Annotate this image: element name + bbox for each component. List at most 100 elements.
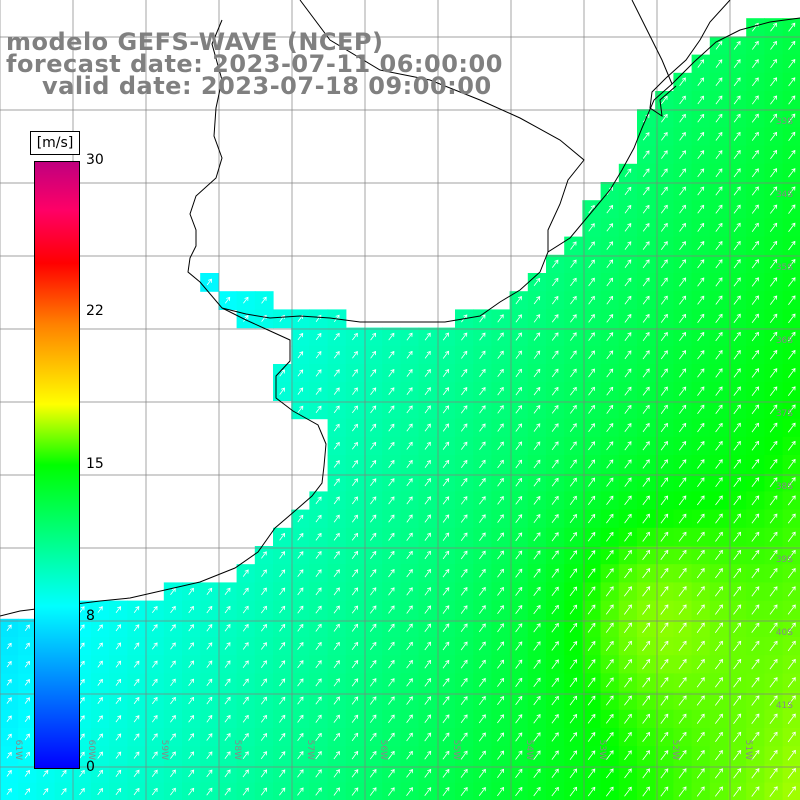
wind-speed-cell bbox=[655, 618, 674, 638]
wind-arrow bbox=[624, 186, 632, 196]
wind-speed-cell bbox=[527, 691, 547, 711]
wind-arrow bbox=[769, 259, 778, 269]
wind-arrow bbox=[442, 387, 450, 396]
wind-speed-cell bbox=[546, 655, 565, 674]
wind-arrow bbox=[733, 59, 741, 68]
wind-arrow bbox=[206, 787, 213, 796]
wind-arrow bbox=[442, 441, 450, 450]
wind-arrow bbox=[569, 750, 578, 760]
latitude-label: 41S bbox=[776, 701, 793, 711]
wind-arrow bbox=[551, 295, 559, 305]
wind-arrow bbox=[424, 714, 432, 724]
wind-arrow bbox=[461, 368, 468, 377]
wind-arrow bbox=[697, 150, 705, 159]
wind-speed-cell bbox=[418, 473, 438, 492]
wind-arrow bbox=[769, 695, 778, 706]
wind-arrow bbox=[605, 750, 614, 761]
wind-arrow bbox=[551, 514, 559, 524]
wind-arrow bbox=[569, 441, 577, 451]
wind-speed-cell bbox=[728, 54, 747, 74]
wind-arrow bbox=[115, 660, 122, 668]
wind-arrow bbox=[605, 640, 614, 652]
wind-speed-cell bbox=[764, 418, 784, 438]
wind-speed-cell bbox=[418, 436, 438, 456]
wind-speed-cell bbox=[418, 709, 438, 729]
wind-speed-cell bbox=[309, 491, 329, 511]
wind-arrow bbox=[751, 531, 760, 542]
wind-speed-cell bbox=[709, 327, 729, 347]
wind-arrow bbox=[42, 788, 49, 796]
wind-speed-cell bbox=[473, 655, 492, 674]
wind-speed-cell bbox=[400, 673, 420, 693]
wind-speed-cell bbox=[746, 691, 765, 711]
wind-arrow bbox=[605, 586, 614, 597]
wind-speed-cell bbox=[764, 600, 784, 620]
wind-speed-cell bbox=[582, 764, 602, 784]
wind-speed-cell bbox=[455, 345, 474, 365]
wind-arrow bbox=[315, 514, 322, 523]
wind-speed-cell bbox=[600, 200, 620, 219]
wind-arrow bbox=[188, 660, 195, 668]
wind-arrow bbox=[733, 640, 742, 652]
wind-speed-cell bbox=[527, 291, 547, 310]
wind-speed-cell bbox=[728, 145, 747, 165]
wind-speed-cell bbox=[509, 764, 529, 784]
wind-speed-cell bbox=[109, 618, 128, 638]
wind-speed-cell bbox=[673, 109, 693, 128]
wind-arrow bbox=[388, 350, 395, 359]
wind-speed-cell bbox=[218, 637, 238, 656]
wind-speed-cell bbox=[546, 746, 565, 765]
wind-speed-cell bbox=[436, 637, 456, 656]
wind-speed-cell bbox=[273, 691, 292, 711]
wind-speed-cell bbox=[418, 618, 438, 638]
wind-arrow bbox=[333, 696, 340, 705]
wind-arrow bbox=[133, 606, 140, 614]
wind-speed-cell bbox=[473, 728, 492, 747]
wind-speed-cell bbox=[291, 527, 310, 547]
wind-speed-cell bbox=[673, 618, 693, 638]
wind-arrow bbox=[714, 695, 723, 706]
wind-arrow bbox=[660, 441, 668, 451]
wind-speed-cell bbox=[746, 746, 765, 765]
wind-speed-cell bbox=[382, 637, 401, 656]
wind-arrow bbox=[479, 441, 486, 450]
wind-arrow bbox=[660, 622, 669, 634]
wind-speed-cell bbox=[546, 673, 565, 693]
wind-speed-cell bbox=[728, 182, 747, 201]
longitude-label: 57W bbox=[305, 740, 315, 760]
wind-arrow bbox=[551, 604, 559, 615]
wind-arrow bbox=[261, 587, 267, 596]
wind-arrow bbox=[788, 240, 796, 251]
wind-speed-cell bbox=[291, 309, 310, 329]
wind-speed-cell bbox=[582, 473, 602, 492]
wind-speed-cell bbox=[418, 382, 438, 401]
wind-arrow bbox=[605, 713, 614, 724]
wind-arrow bbox=[515, 786, 523, 797]
wind-arrow bbox=[679, 332, 687, 342]
wind-speed-cell bbox=[637, 400, 656, 420]
wind-arrow bbox=[569, 532, 577, 542]
wind-speed-cell bbox=[527, 637, 547, 656]
wind-arrow bbox=[769, 658, 778, 670]
wind-speed-cell bbox=[527, 673, 547, 693]
wind-arrow bbox=[533, 659, 541, 669]
wind-speed-cell bbox=[473, 364, 492, 383]
wind-arrow bbox=[6, 788, 12, 795]
wind-arrow bbox=[642, 658, 651, 670]
wind-speed-cell bbox=[618, 291, 638, 310]
wind-arrow bbox=[297, 769, 304, 778]
wind-speed-cell bbox=[436, 582, 456, 602]
wind-arrow bbox=[188, 769, 195, 778]
wind-speed-cell bbox=[491, 655, 511, 674]
wind-arrow bbox=[715, 750, 723, 761]
wind-speed-cell bbox=[18, 746, 37, 765]
wind-arrow bbox=[388, 496, 395, 505]
wind-arrow bbox=[787, 604, 796, 615]
wind-arrow bbox=[679, 350, 687, 360]
wind-speed-cell bbox=[236, 655, 256, 674]
wind-arrow bbox=[479, 332, 486, 341]
wind-speed-cell bbox=[218, 655, 238, 674]
wind-arrow bbox=[351, 660, 359, 669]
wind-speed-cell bbox=[18, 691, 37, 711]
